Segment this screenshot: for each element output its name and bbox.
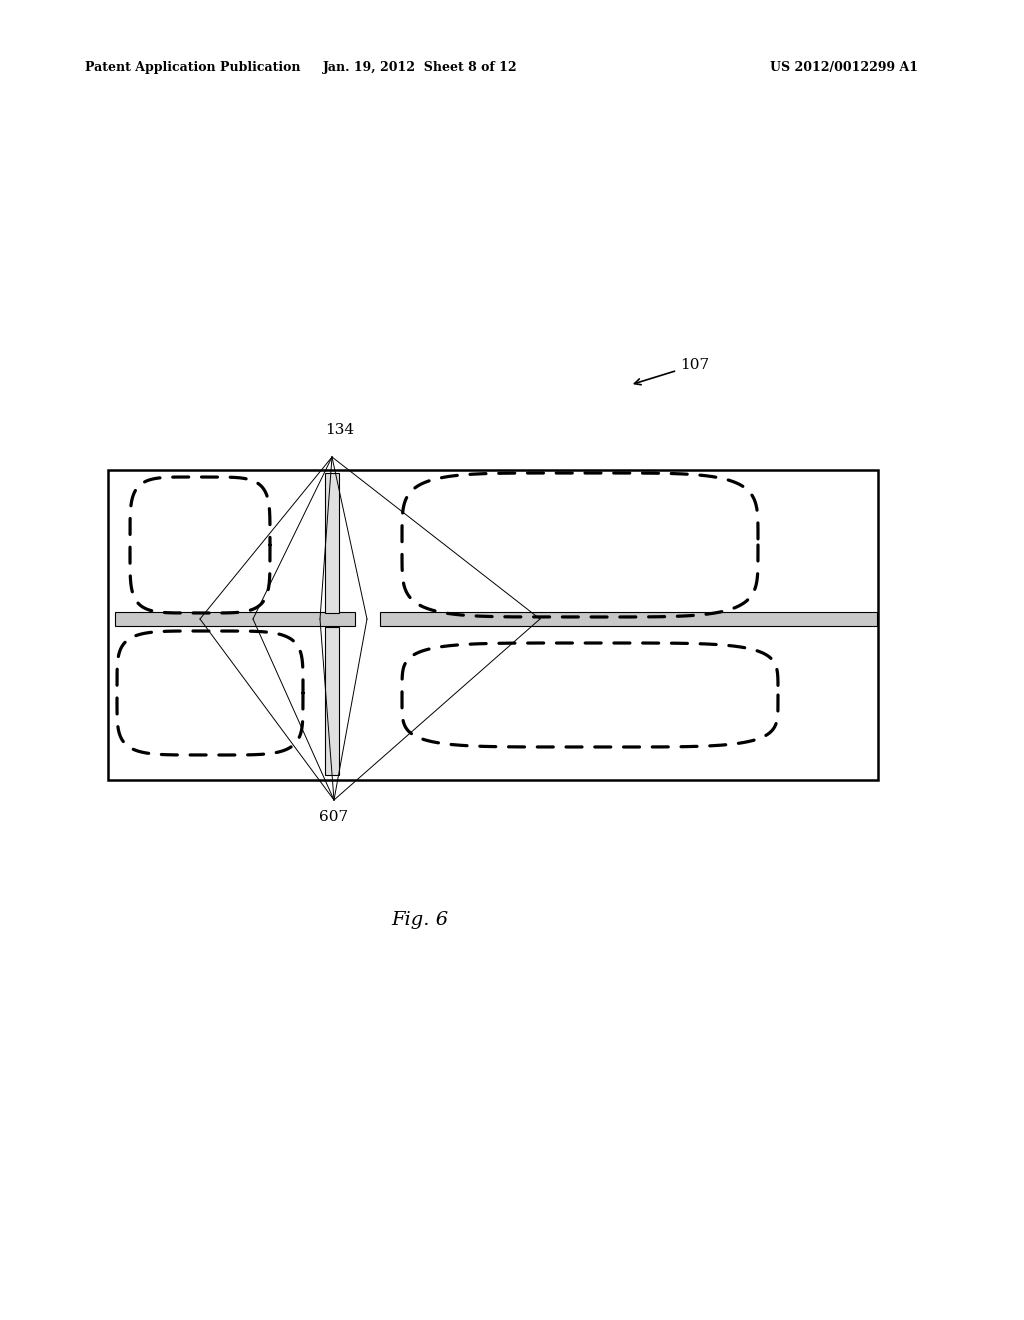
Bar — [108, 470, 878, 780]
Text: Fig. 6: Fig. 6 — [391, 911, 449, 929]
Bar — [325, 473, 339, 612]
Text: US 2012/0012299 A1: US 2012/0012299 A1 — [770, 62, 918, 74]
Text: Jan. 19, 2012  Sheet 8 of 12: Jan. 19, 2012 Sheet 8 of 12 — [323, 62, 517, 74]
Bar — [325, 627, 339, 775]
Text: 107: 107 — [635, 358, 710, 384]
Text: 134: 134 — [326, 422, 354, 437]
Text: 607: 607 — [319, 810, 348, 824]
Text: Patent Application Publication: Patent Application Publication — [85, 62, 300, 74]
Bar — [380, 612, 877, 626]
Bar — [115, 612, 355, 626]
